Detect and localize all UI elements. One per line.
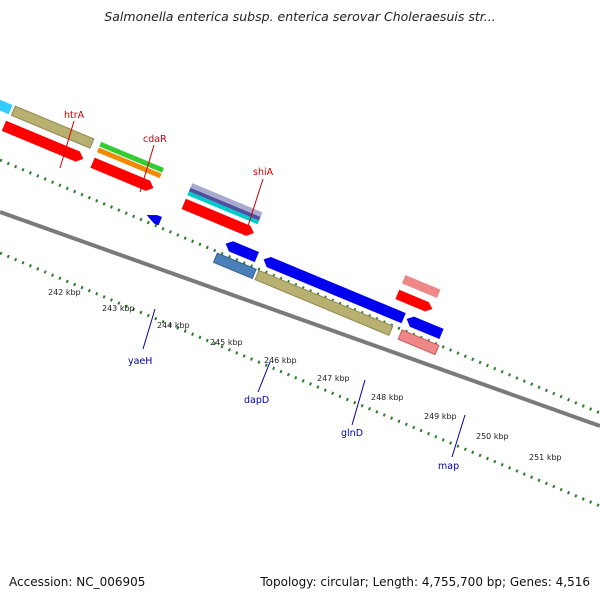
genome-backbone bbox=[0, 210, 600, 428]
cds-reverse-dapD[interactable] bbox=[223, 239, 259, 263]
map-title: Salmonella enterica subsp. enterica sero… bbox=[104, 9, 496, 24]
scale-tick-248: 248 kbp bbox=[371, 393, 404, 402]
cds-forward-2[interactable] bbox=[90, 157, 155, 194]
feature-map-salmon[interactable] bbox=[397, 329, 440, 356]
scale-tick-245: 245 kbp bbox=[210, 338, 243, 347]
gene-label-cdaR[interactable]: cdaR bbox=[143, 134, 167, 145]
feature-htrA[interactable] bbox=[10, 105, 95, 149]
scale-tick-247: 247 kbp bbox=[317, 374, 350, 383]
feature-shiA-cyan[interactable] bbox=[187, 191, 260, 225]
scale-tick-246: 246 kbp bbox=[264, 356, 297, 365]
gene-label-glnD[interactable]: glnD bbox=[341, 428, 363, 439]
scale-tick-249: 249 kbp bbox=[424, 412, 457, 421]
gene-label-shiA[interactable]: shiA bbox=[253, 167, 274, 178]
feature-glnD-khaki[interactable] bbox=[254, 269, 394, 337]
gene-labels: htrA cdaR shiA yaeH dapD glnD map bbox=[64, 110, 459, 472]
gene-label-dapD[interactable]: dapD bbox=[244, 395, 269, 406]
scale-tick-251: 251 kbp bbox=[529, 453, 562, 462]
cds-forward-3[interactable] bbox=[181, 198, 256, 238]
cds-reverse-map[interactable] bbox=[404, 314, 444, 340]
feature-shiA-gray[interactable] bbox=[190, 183, 263, 217]
feature-tracks bbox=[0, 99, 444, 356]
scale-tick-labels: 242 kbp 243 kbp 244 kbp 245 kbp 246 kbp … bbox=[48, 288, 562, 462]
scale-tick-243: 243 kbp bbox=[102, 304, 135, 313]
feature-shiA-navy[interactable] bbox=[188, 187, 261, 221]
feature-salmon-far-right[interactable] bbox=[401, 275, 441, 298]
scale-tick-250: 250 kbp bbox=[476, 432, 509, 441]
scale-tick-244: 244 kbp bbox=[157, 321, 190, 330]
scale-tick-242: 242 kbp bbox=[48, 288, 81, 297]
feature-cyan-left bbox=[0, 99, 13, 115]
gene-label-htrA[interactable]: htrA bbox=[64, 110, 85, 121]
cds-reverse-glnD[interactable] bbox=[261, 255, 406, 324]
genome-summary-text: Topology: circular; Length: 4,755,700 bp… bbox=[260, 575, 590, 589]
label-leaders bbox=[59, 120, 466, 458]
outer-tick-ring bbox=[0, 158, 600, 415]
feature-steel-blue[interactable] bbox=[212, 252, 257, 280]
cds-reverse-small[interactable] bbox=[145, 211, 162, 226]
feature-cdaR-orange[interactable] bbox=[96, 147, 162, 179]
cds-forward-1[interactable] bbox=[1, 120, 86, 164]
accession-text: Accession: NC_006905 bbox=[9, 575, 146, 589]
cds-forward-4[interactable] bbox=[395, 289, 434, 314]
gene-label-map[interactable]: map bbox=[438, 461, 459, 472]
gene-label-yaeH[interactable]: yaeH bbox=[128, 356, 152, 367]
